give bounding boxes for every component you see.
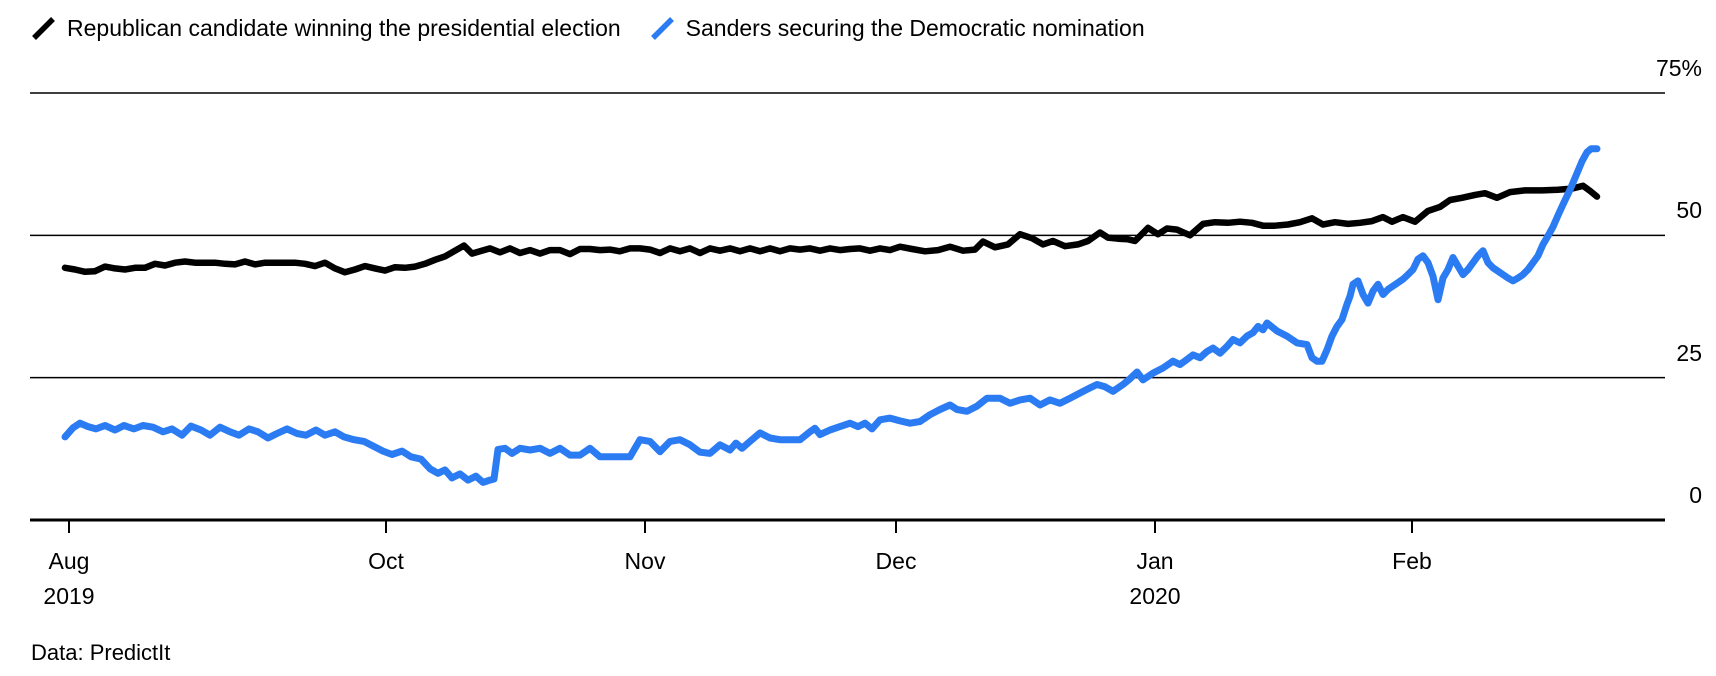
x-tick-label-oct: Oct bbox=[368, 548, 404, 574]
y-tick-label-25: 25 bbox=[1676, 339, 1702, 366]
x-tick-label-nov: Nov bbox=[624, 548, 666, 574]
legend-label-republican: Republican candidate winning the preside… bbox=[67, 15, 621, 41]
x-tick-year-label-2019: 2019 bbox=[43, 583, 95, 609]
series-line-sanders bbox=[61, 145, 1601, 486]
series-line-republican bbox=[61, 182, 1601, 276]
y-tick-label-75: 75% bbox=[1655, 55, 1702, 81]
legend-item-sanders: Sanders securing the Democratic nominati… bbox=[649, 13, 1145, 43]
chart-legend: Republican candidate winning the preside… bbox=[30, 13, 1145, 43]
republican-series-slash-icon bbox=[32, 16, 55, 40]
x-tick-label-feb: Feb bbox=[1392, 548, 1432, 574]
sanders-series-slash-icon bbox=[650, 16, 674, 40]
legend-item-republican: Republican candidate winning the preside… bbox=[30, 13, 621, 43]
y-tick-label-50: 50 bbox=[1676, 197, 1702, 224]
source-credit: Data: PredictIt bbox=[31, 640, 171, 665]
x-tick-label-jan: Jan bbox=[1136, 548, 1174, 574]
legend-label-sanders: Sanders securing the Democratic nominati… bbox=[685, 15, 1145, 41]
x-tick-label-aug: Aug bbox=[48, 548, 90, 574]
x-tick-label-dec: Dec bbox=[875, 548, 917, 574]
x-tick-year-label-2020: 2020 bbox=[1129, 583, 1181, 609]
y-tick-label-0: 0 bbox=[1689, 482, 1702, 508]
